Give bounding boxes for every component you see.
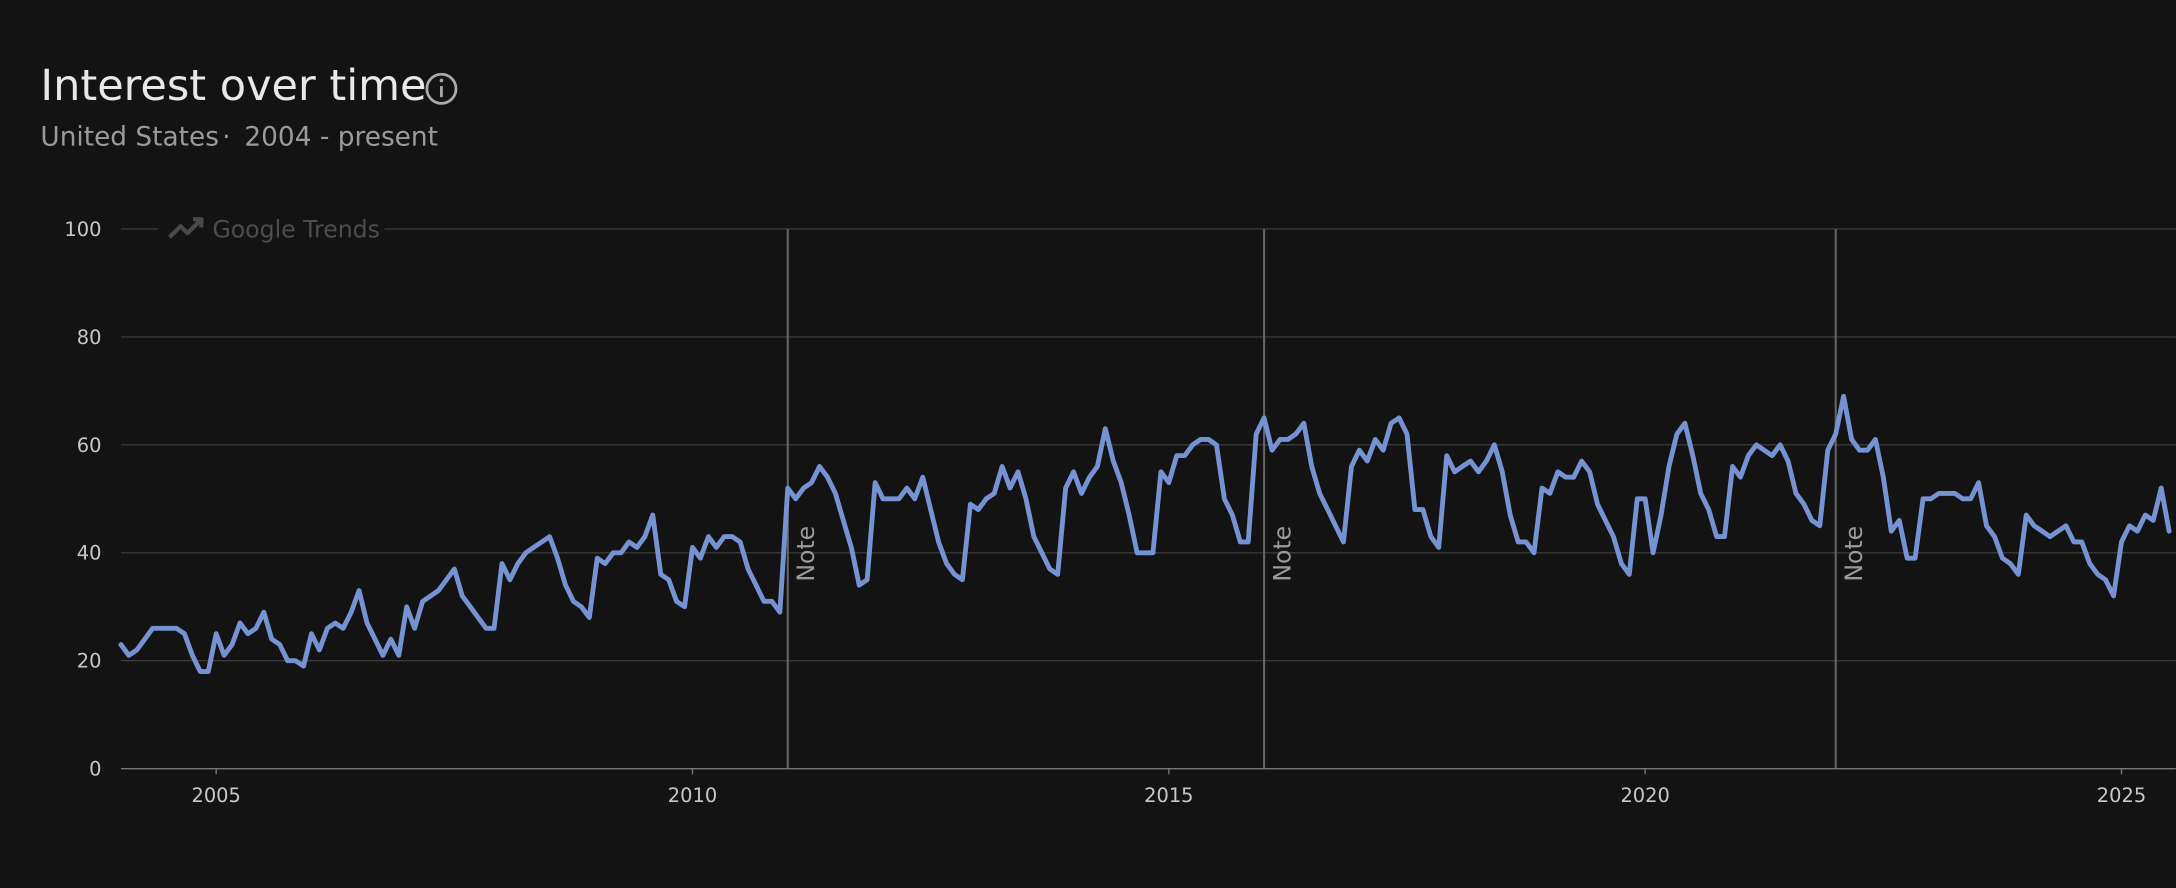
chart-title: Interest over time [40, 61, 426, 111]
watermark: Google Trends [212, 215, 379, 243]
x-tick-label: 2020 [1620, 784, 1669, 807]
x-tick-label: 2025 [2097, 784, 2146, 807]
subtitle-range: 2004 - present [244, 123, 438, 153]
y-tick-label: 60 [77, 434, 102, 457]
x-tick-label: 2005 [191, 784, 240, 807]
y-tick-label: 20 [77, 650, 102, 673]
info-icon[interactable] [425, 72, 458, 105]
y-tick-label: 0 [89, 758, 101, 781]
x-tick-label: 2010 [668, 784, 717, 807]
trend-line [118, 393, 2172, 674]
y-tick-label: 100 [64, 218, 101, 241]
y-tick-label: 80 [77, 326, 102, 349]
note-label: Note [792, 526, 820, 582]
note-label: Note [1268, 526, 1296, 582]
watermark-icon [168, 217, 204, 239]
separator: · [222, 123, 230, 153]
y-tick-label: 40 [77, 542, 102, 565]
subtitle-location: United States [40, 123, 219, 153]
x-tick-label: 2015 [1144, 784, 1193, 807]
note-label: Note [1840, 526, 1868, 582]
